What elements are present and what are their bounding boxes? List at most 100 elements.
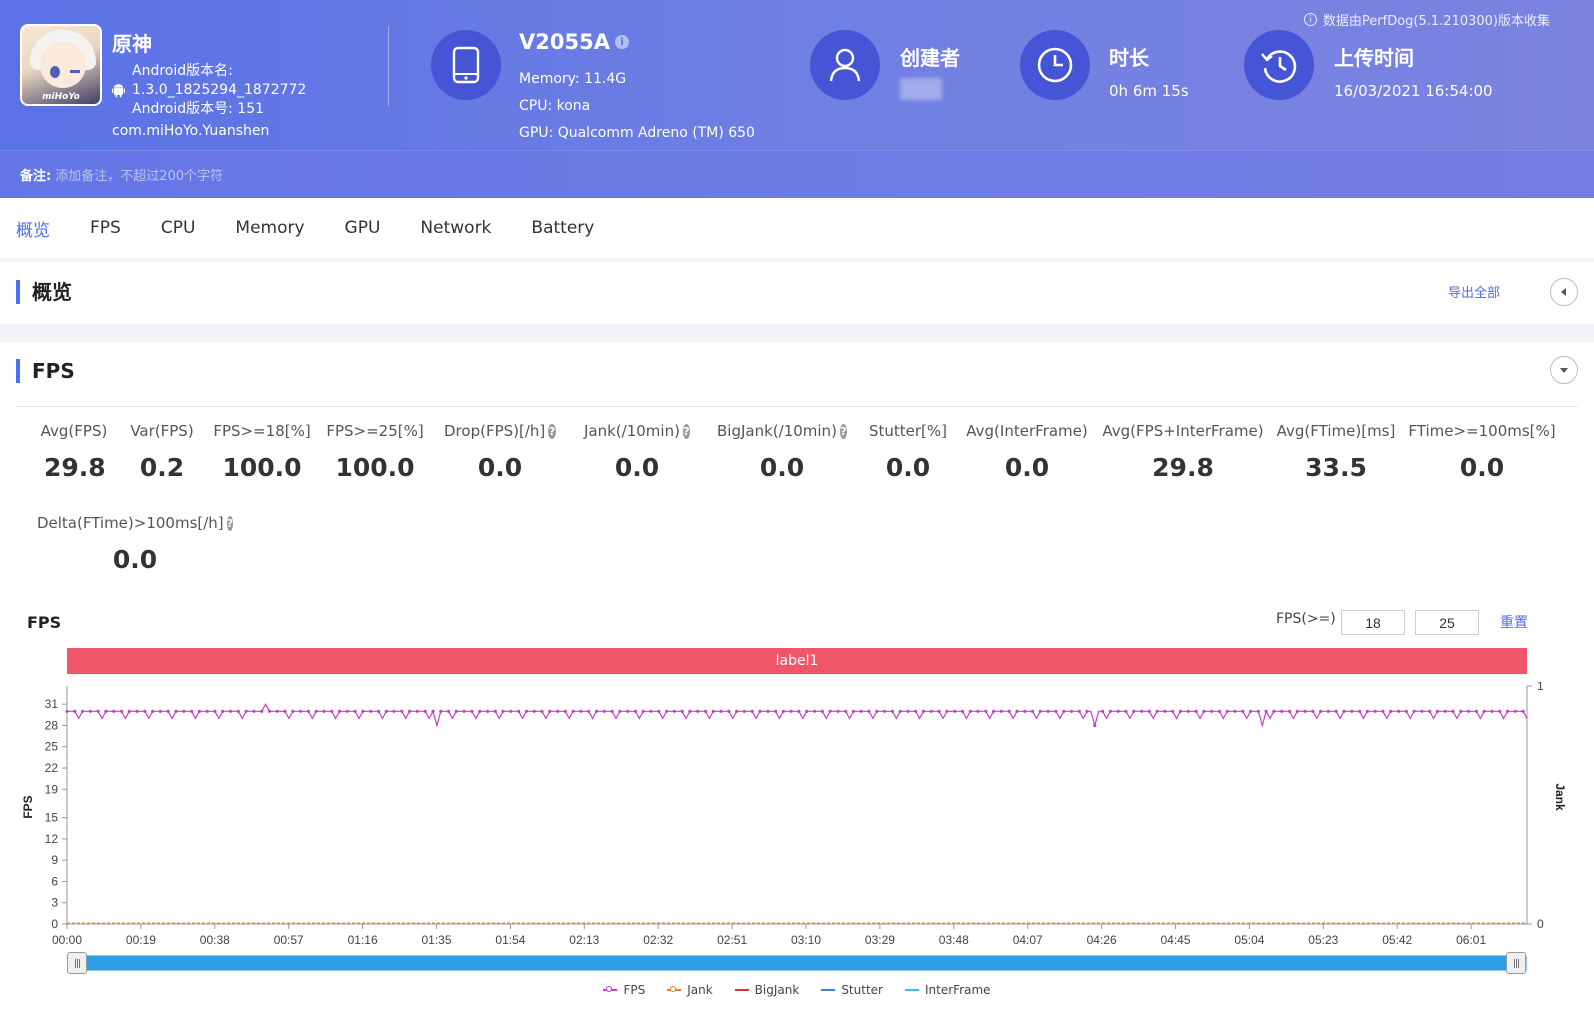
device-cpu: CPU: kona [519, 98, 591, 114]
help-icon[interactable]: ? [226, 515, 234, 531]
x-tick-label: 06:01 [1456, 933, 1486, 947]
tab-fps[interactable]: FPS [90, 218, 121, 238]
fps-point [914, 709, 918, 713]
fps-point [1069, 709, 1074, 713]
export-all-link[interactable]: 导出全部 [1447, 286, 1500, 301]
fps-point [727, 709, 731, 713]
fps-point [205, 709, 209, 713]
fps-point [104, 709, 108, 713]
stat-label: Avg(InterFrame) [966, 422, 1088, 440]
stat-label: Avg(FTime)[ms] [1276, 422, 1396, 440]
fps-point [1358, 709, 1362, 713]
stat-avg-interframe: Avg(InterFrame) 0.0 [966, 422, 1088, 482]
stat-label: FPS>=25[%] [326, 422, 424, 440]
device-name: V2055A i [519, 30, 629, 54]
note-input[interactable]: 添加备注，不超过200个字符 [55, 169, 224, 184]
y2-axis-label: Jank [1553, 783, 1567, 811]
x-tick-label: 01:54 [495, 933, 525, 947]
fps-point [696, 709, 700, 713]
app-package: com.miHoYo.Yuanshen [112, 123, 270, 139]
reset-link[interactable]: 重置 [1500, 615, 1528, 631]
help-icon[interactable]: ? [682, 423, 690, 439]
fps-point [1396, 709, 1401, 713]
app-meta: Android版本名: 1.3.0_1825294_1872772 Androi… [112, 62, 306, 141]
creator-value-redacted [900, 78, 942, 100]
y-tick-label: 19 [45, 782, 59, 796]
legend-item[interactable]: InterFrame [904, 983, 991, 997]
app-icon-brand: miHoYo [42, 92, 80, 102]
fps-point [1482, 709, 1486, 713]
help-icon[interactable]: ? [839, 423, 847, 439]
upload-title: 上传时间 [1334, 46, 1414, 70]
legend-item[interactable]: BigJank [734, 983, 799, 997]
fps-point [1280, 709, 1284, 713]
fps-point [299, 709, 303, 713]
stat-label: Avg(FPS) [40, 422, 108, 440]
fps-point [501, 709, 505, 713]
fps-chart[interactable]: 0 3 6 9 12 15 19 22 25 28 31 0 1 FPS Jank 00:00 00:19 00:… [0, 682, 1594, 950]
fps-point [524, 709, 529, 713]
section-divider [16, 406, 1578, 407]
fps-point [579, 709, 583, 713]
tab-cpu[interactable]: CPU [160, 218, 196, 238]
fps-point [805, 709, 809, 713]
fps-threshold-high-input[interactable] [1415, 610, 1479, 635]
fps-point [81, 709, 85, 713]
y-tick-label: 15 [45, 811, 59, 825]
stat-label-row: Drop(FPS)[/h]? [444, 422, 556, 440]
fps-threshold-low-input[interactable] [1341, 610, 1405, 635]
stat-value: 0.0 [885, 453, 931, 482]
label-bar[interactable]: label1 [67, 648, 1527, 674]
stat-label: FTime>=100ms[%] [1408, 422, 1556, 440]
legend-item[interactable]: Stutter [821, 983, 883, 997]
collapse-down-button[interactable] [1550, 356, 1578, 384]
fps-point [937, 709, 941, 713]
fps-point [493, 709, 497, 713]
fps-point [182, 709, 186, 713]
y-axis-label: FPS [21, 795, 35, 818]
legend-item[interactable]: Jank [667, 983, 713, 997]
x-tick-label: 03:10 [791, 933, 821, 947]
help-icon[interactable]: ? [548, 423, 556, 439]
collapse-left-button[interactable] [1550, 278, 1578, 306]
y-tick-label: 6 [51, 874, 58, 888]
slider-handle-left[interactable] [67, 952, 87, 974]
device-info-icon[interactable]: i [614, 35, 629, 49]
fps-point [984, 709, 988, 713]
stat-value: 0.0 [477, 453, 523, 482]
note-bar[interactable]: 备注: 添加备注，不超过200个字符 [0, 150, 1594, 198]
tab-battery[interactable]: Battery [531, 218, 595, 238]
fps-point [267, 709, 272, 713]
header-top: i 数据由PerfDog(5.1.210300)版本收集 miHoYo 原神 A… [0, 0, 1594, 150]
device-name-text: V2055A [519, 30, 610, 54]
tab-memory[interactable]: Memory [235, 218, 305, 238]
fps-point [462, 709, 466, 713]
stat-value: 0.0 [1459, 453, 1505, 482]
fps-section: FPS Avg(FPS) 29.8 Var(FPS) 0.2 FPS>=18[%… [0, 342, 1594, 1014]
fps-point [1474, 709, 1478, 713]
fps-point [1163, 709, 1167, 713]
fps-point [898, 709, 902, 713]
tab-overview[interactable]: 概览 [16, 220, 50, 241]
slider-handle-right[interactable] [1506, 952, 1526, 974]
fps-point [571, 709, 575, 713]
app-icon: miHoYo [20, 24, 102, 106]
fps-point [548, 709, 552, 713]
tab-network[interactable]: Network [420, 218, 492, 238]
fps-point [252, 709, 256, 713]
stat-label: Avg(FPS+InterFrame) [1102, 422, 1264, 440]
fps-point [1186, 709, 1190, 713]
fps-point [1132, 709, 1136, 713]
legend-item[interactable]: FPS [603, 983, 645, 997]
time-range-slider[interactable] [67, 955, 1527, 971]
fps-point [1241, 709, 1245, 713]
stat-value: 29.8 [44, 453, 106, 482]
stat-label: Drop(FPS)[/h] [444, 422, 546, 440]
stat-bigjank: BigJank(/10min)? 0.0 [717, 422, 847, 482]
fps-point [688, 709, 692, 713]
fps-point [875, 709, 879, 713]
fps-point [260, 709, 264, 713]
y2-tick-label: 0 [1537, 917, 1544, 931]
tab-gpu[interactable]: GPU [344, 218, 381, 238]
fps-point [509, 709, 513, 713]
